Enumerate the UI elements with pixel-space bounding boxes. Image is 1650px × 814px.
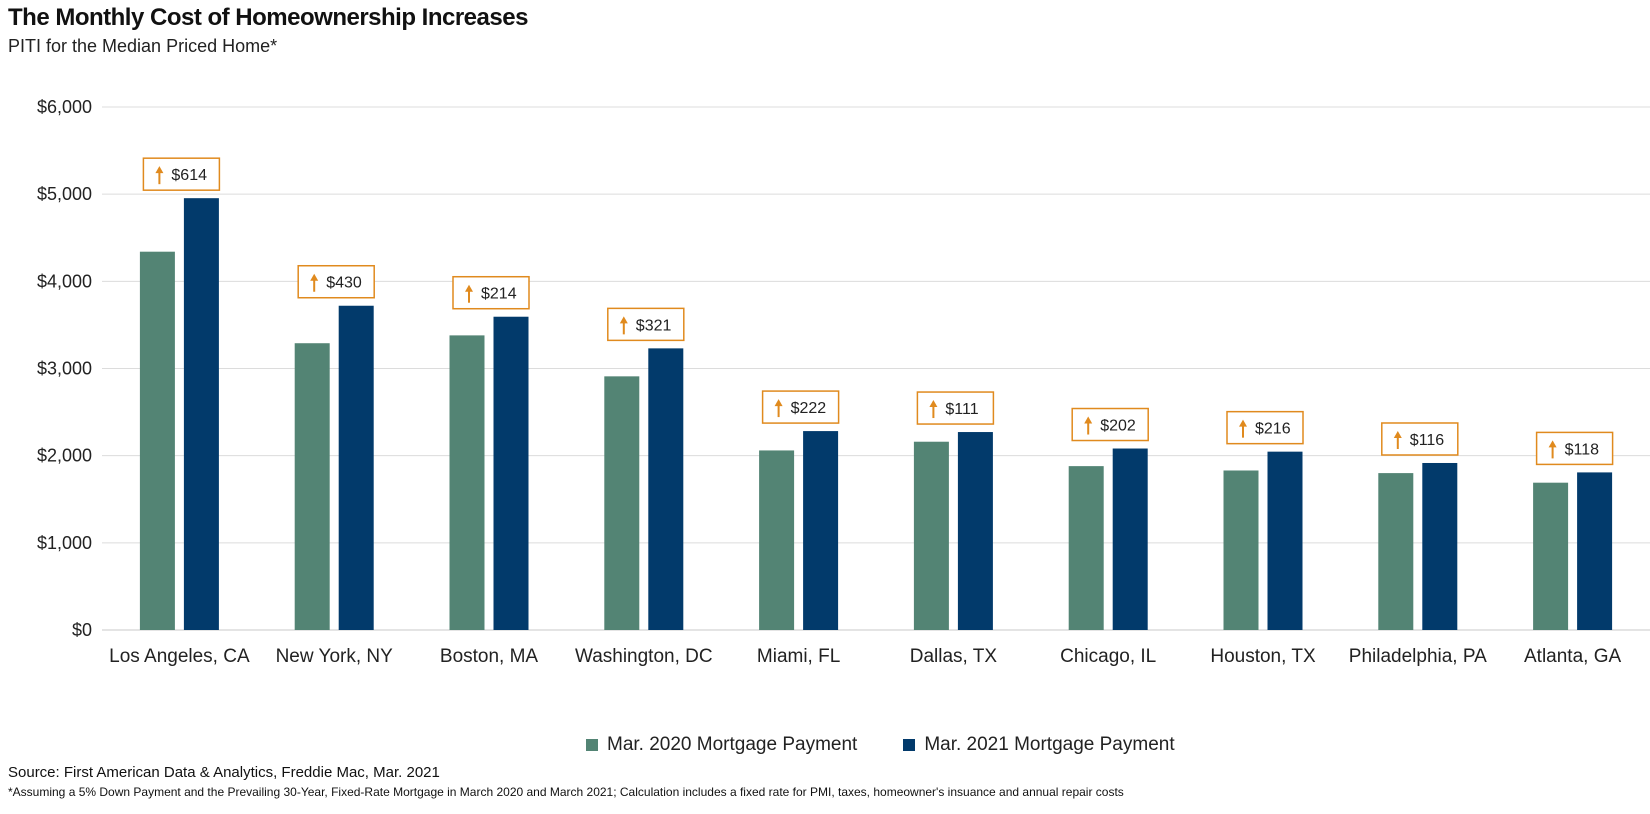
callout-value: $214 [481, 286, 517, 303]
footnote: *Assuming a 5% Down Payment and the Prev… [8, 785, 1124, 799]
callout-box [1226, 410, 1304, 445]
chart-subtitle: PITI for the Median Priced Home* [8, 36, 278, 56]
up-arrow-head-icon [774, 399, 783, 407]
callout-box [916, 391, 995, 425]
chart-title: The Monthly Cost of Homeownership Increa… [8, 4, 528, 31]
up-arrow-head-icon [1548, 440, 1557, 448]
callout-value: $614 [171, 167, 207, 184]
x-tick-label: Atlanta, GA [1524, 646, 1621, 667]
x-axis: Los Angeles, CA New York, NY Boston, MA Was… [109, 646, 1621, 667]
x-tick-label: Dallas, TX [910, 646, 998, 667]
y-axis: $0 $1,000 $2,000 $3,000 $4,000 $5,000 $6,000 [37, 97, 92, 640]
callout-value: $118 [1565, 441, 1600, 458]
callout-value: $116 [1410, 432, 1445, 449]
bar-2021 [183, 198, 219, 630]
callout-box [452, 275, 530, 310]
increase-callout: $214 [452, 275, 530, 310]
increase-callout: $202 [1071, 407, 1149, 442]
legend-item-2020: Mar. 2020 Mortgage Payment [586, 734, 857, 756]
bar-chart: $0 $1,000 $2,000 $3,000 $4,000 $5,000 $6,000 L… [37, 97, 1650, 667]
legend-label-2021: Mar. 2021 Mortgage Payment [924, 734, 1175, 755]
bar-2020 [913, 441, 949, 630]
y-tick-label: $2,000 [37, 446, 92, 466]
increase-callout: $118 [1535, 431, 1614, 466]
legend-swatch-2021 [903, 739, 916, 751]
callout-value: $430 [326, 275, 362, 292]
callout-box [1071, 407, 1149, 442]
up-arrow-head-icon [1084, 416, 1093, 424]
callout-value: $111 [945, 401, 978, 418]
up-arrow-head-icon [310, 273, 319, 281]
up-arrow-head-icon [1239, 419, 1247, 427]
legend: Mar. 2020 Mortgage Payment Mar. 2021 Mor… [586, 734, 1221, 756]
increase-callout: $216 [1226, 410, 1304, 445]
bar-2020 [1533, 482, 1569, 630]
bar-2021 [338, 305, 374, 630]
y-tick-label: $0 [72, 620, 92, 640]
annotations: $614 $430 $214 $321 $222 $111 $202 $216 $116 $118 [142, 157, 1614, 466]
callout-box [607, 307, 685, 342]
increase-callout: $111 [916, 391, 995, 425]
bar-2020 [759, 450, 795, 630]
bar-2020 [294, 343, 330, 630]
increase-callout: $321 [607, 307, 685, 342]
bar-2021 [803, 431, 839, 630]
legend-label-2020: Mar. 2020 Mortgage Payment [607, 734, 858, 755]
callout-box [297, 264, 375, 299]
x-tick-label: Boston, MA [440, 646, 539, 667]
x-tick-label: New York, NY [276, 646, 394, 667]
y-tick-label: $6,000 [37, 97, 92, 117]
bar-2020 [604, 376, 640, 630]
bar-2021 [493, 316, 529, 630]
bar-2020 [1068, 466, 1104, 630]
x-tick-label: Houston, TX [1210, 646, 1316, 667]
gridlines [102, 106, 1650, 631]
x-tick-label: Miami, FL [757, 646, 840, 667]
bar-2021 [957, 432, 993, 630]
increase-callout: $614 [142, 157, 221, 191]
bar-2020 [1223, 470, 1259, 630]
bar-2021 [648, 348, 684, 630]
up-arrow-head-icon [929, 400, 938, 408]
bar-2021 [1267, 451, 1303, 630]
x-tick-label: Washington, DC [575, 646, 713, 667]
up-arrow-head-icon [155, 166, 164, 174]
legend-swatch-2020 [586, 739, 598, 751]
callout-box [1535, 431, 1614, 466]
bar-2020 [139, 251, 175, 631]
bar-2020 [449, 335, 485, 630]
callout-box [761, 390, 840, 424]
source-note: Source: First American Data & Analytics,… [8, 764, 440, 781]
up-arrow-head-icon [619, 316, 628, 324]
bars [139, 198, 1613, 631]
increase-callout: $116 [1381, 422, 1459, 456]
callout-value: $321 [636, 317, 672, 334]
y-tick-label: $3,000 [37, 359, 92, 379]
legend-item-2021: Mar. 2021 Mortgage Payment [903, 734, 1175, 756]
bar-2021 [1112, 448, 1148, 630]
increase-callout: $430 [297, 264, 375, 299]
up-arrow-head-icon [1393, 430, 1402, 438]
callout-value: $202 [1100, 418, 1136, 435]
callout-box [142, 157, 221, 191]
callout-box [1381, 422, 1459, 456]
up-arrow-head-icon [465, 284, 473, 292]
bar-2021 [1422, 462, 1458, 630]
bar-2021 [1577, 472, 1613, 630]
y-tick-label: $5,000 [37, 184, 92, 204]
y-tick-label: $1,000 [37, 533, 92, 553]
increase-callout: $222 [761, 390, 840, 424]
bar-2020 [1378, 473, 1414, 630]
y-tick-label: $4,000 [37, 271, 92, 291]
x-tick-label: Chicago, IL [1060, 646, 1156, 667]
x-tick-label: Philadelphia, PA [1349, 646, 1487, 667]
x-tick-label: Los Angeles, CA [109, 646, 250, 667]
callout-value: $216 [1255, 421, 1291, 438]
callout-value: $222 [791, 400, 827, 417]
